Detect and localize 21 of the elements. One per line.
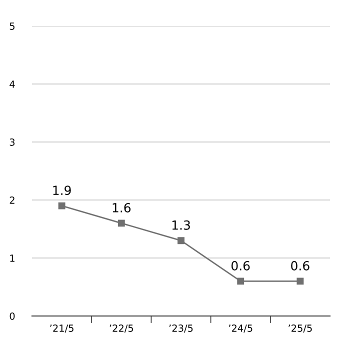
data-label: 1.3 bbox=[172, 220, 190, 230]
point bbox=[237, 278, 244, 285]
point bbox=[58, 202, 66, 210]
x-tick-label: ’25/5 bbox=[288, 324, 312, 333]
y-tick-label: 1 bbox=[10, 254, 14, 262]
y-tick-label: 5 bbox=[10, 22, 14, 30]
y-tick-label: 2 bbox=[10, 196, 14, 204]
y-tick-label: 3 bbox=[10, 138, 15, 146]
data-label: 0.6 bbox=[231, 260, 250, 270]
point bbox=[178, 237, 184, 244]
y-tick-label: 0 bbox=[10, 312, 15, 320]
data-label: 1.6 bbox=[112, 202, 131, 212]
x-tick-label: ’24/5 bbox=[228, 324, 252, 333]
y-tick-label: 4 bbox=[10, 80, 15, 88]
x-tick-label: ’21/5 bbox=[50, 324, 74, 333]
data-label: 0.6 bbox=[291, 260, 310, 270]
x-tick-label: ’22/5 bbox=[110, 324, 134, 333]
x-tick-label: ’23/5 bbox=[169, 324, 193, 333]
data-label: 1.9 bbox=[53, 186, 71, 196]
point bbox=[296, 278, 304, 285]
point bbox=[118, 220, 125, 227]
